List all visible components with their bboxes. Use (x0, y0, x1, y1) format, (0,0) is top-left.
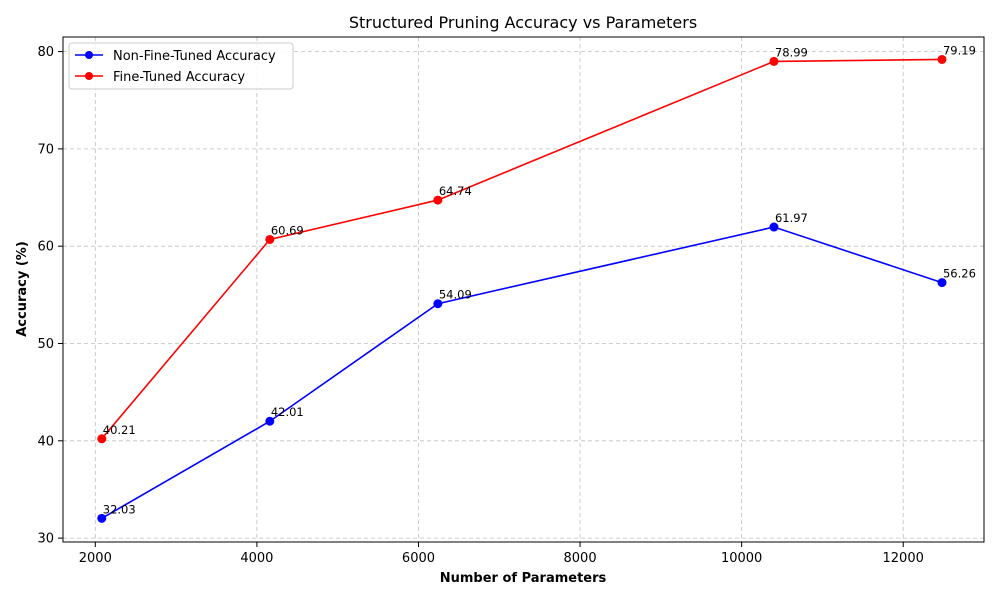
data-point (97, 434, 107, 444)
x-tick-label: 12000 (883, 551, 924, 566)
x-tick-label: 10000 (721, 551, 762, 566)
legend: Non-Fine-Tuned Accuracy Fine-Tuned Accur… (68, 42, 294, 90)
data-point (97, 513, 107, 523)
series-fine-tuned: 40.21 60.69 64.74 78.99 79.19 (97, 43, 976, 444)
data-label: 64.74 (439, 184, 472, 198)
series-line (101, 58, 942, 440)
data-label: 60.69 (271, 223, 304, 237)
legend-label-non-fine-tuned: Non-Fine-Tuned Accuracy (113, 49, 276, 64)
data-label: 42.01 (271, 405, 304, 419)
data-label: 56.26 (943, 267, 976, 281)
ticks: 2000 4000 6000 8000 10000 12000 30 40 50 60 70 80 (37, 45, 923, 566)
series-line (101, 226, 943, 520)
data-point (265, 416, 275, 426)
data-point (769, 56, 779, 66)
y-tick-label: 50 (37, 337, 54, 352)
data-label: 61.97 (775, 211, 808, 225)
data-label: 40.21 (103, 423, 136, 437)
data-point (769, 222, 779, 232)
series-layer: 32.03 42.01 54.09 61.97 56.26 40.21 60.69 64.74… (97, 43, 976, 523)
data-point (433, 195, 443, 205)
data-label: 79.19 (943, 43, 976, 57)
x-tick-label: 6000 (402, 551, 435, 566)
data-point (433, 299, 443, 309)
x-tick-label: 8000 (564, 551, 597, 566)
data-label: 78.99 (775, 45, 808, 59)
y-tick-label: 30 (37, 532, 54, 547)
data-point (937, 278, 947, 288)
series-non-fine-tuned: 32.03 42.01 54.09 61.97 56.26 (97, 211, 976, 523)
x-axis-label: Number of Parameters (440, 571, 607, 586)
legend-marker-non-fine-tuned (85, 51, 93, 59)
legend-label-fine-tuned: Fine-Tuned Accuracy (113, 70, 245, 85)
y-tick-label: 70 (37, 142, 54, 157)
y-tick-label: 80 (37, 45, 54, 60)
legend-marker-fine-tuned (85, 72, 93, 80)
y-axis-label: Accuracy (%) (15, 241, 30, 337)
data-label: 54.09 (439, 288, 472, 302)
data-label: 32.03 (103, 502, 136, 516)
x-tick-label: 4000 (240, 551, 273, 566)
data-point (265, 234, 275, 244)
y-tick-label: 60 (37, 240, 54, 255)
data-point (937, 54, 947, 64)
y-tick-label: 40 (37, 434, 54, 449)
legend-box (68, 42, 294, 90)
chart-title: Structured Pruning Accuracy vs Parameter… (349, 13, 697, 32)
plot-frame (62, 36, 985, 543)
x-tick-label: 2000 (79, 551, 112, 566)
grid (63, 37, 984, 542)
